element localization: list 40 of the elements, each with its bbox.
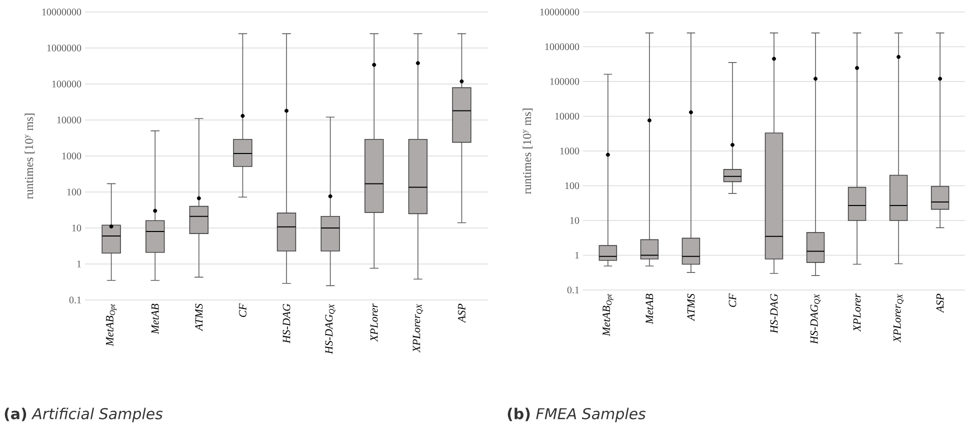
y-axis-title: runtimes [10$^{y}$ ms]: [522, 108, 533, 194]
y-tick-label: 1: [575, 252, 579, 259]
x-tick-label: XPLorer: [370, 303, 378, 342]
y-tick-label: 1000: [62, 152, 82, 160]
y-tick-label: 100: [67, 188, 82, 196]
y-tick-label: 10000: [555, 112, 580, 120]
y-axis-title: runtimes [10$^{y}$ ms]: [24, 114, 35, 199]
y-tick-label: 10: [72, 224, 82, 232]
y-tick-label: 0.1: [69, 296, 81, 304]
x-tick-label: MetAB$_{Opt}$: [602, 294, 614, 336]
y-tick-label: 1000: [560, 148, 580, 154]
text: (b) FMEA Samples: [508, 408, 646, 422]
x-tick-label: XPLorer: [853, 293, 861, 332]
y-tick-label: 1000000: [545, 43, 580, 50]
y-tick-label: 100000: [550, 78, 580, 85]
x-tick-label: XPLorer$_{QX}$: [894, 294, 904, 343]
y-tick-label: 10000: [57, 116, 82, 124]
x-tick-label: CF: [728, 293, 736, 307]
x-tick-label: MetAB: [646, 294, 654, 324]
y-tick-label: 1000000: [47, 44, 82, 52]
x-tick-label: ASP: [458, 304, 466, 324]
x-tick-label: HS-DAG: [770, 294, 778, 334]
x-tick-label: HS-DAG: [282, 304, 290, 344]
y-tick-label: 100000: [52, 80, 82, 88]
x-tick-label: ASP: [936, 294, 944, 314]
x-tick-label: HS-DAG$_{QX}$: [810, 294, 821, 344]
y-tick-label: 10000000: [540, 8, 580, 16]
x-tick-label: CF: [239, 303, 246, 317]
y-tick-label: 10000000: [42, 8, 82, 16]
x-tick-label: MetAB$_{Opt}$: [106, 304, 117, 346]
text: (a) Artificial Samples: [4, 408, 163, 422]
x-tick-label: XPLorer$_{QX}$: [412, 304, 423, 353]
y-tick-label: 1: [77, 260, 81, 268]
y-tick-label: 0.1: [567, 286, 579, 294]
y-tick-label: 100: [565, 182, 580, 190]
y-tick-label: 10: [570, 217, 580, 224]
x-tick-label: MetAB: [151, 304, 159, 334]
x-tick-label: ATMS: [195, 304, 203, 332]
x-tick-label: HS-DAG$_{QX}$: [325, 304, 336, 354]
x-tick-label: ATMS: [687, 294, 695, 322]
